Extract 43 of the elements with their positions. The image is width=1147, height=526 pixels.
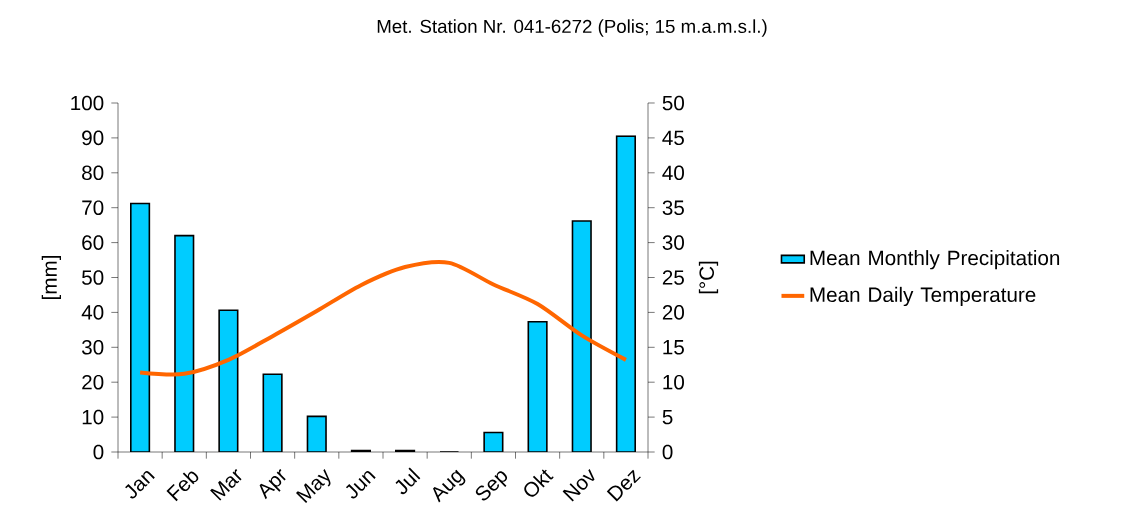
- x-tick-label: Apr: [259, 469, 286, 500]
- x-tick-label: Aug: [433, 469, 466, 503]
- y2-tick-label: 0: [662, 444, 673, 460]
- y2-tick-label: 25: [662, 270, 684, 285]
- x-tick-label: Jan: [125, 470, 155, 499]
- y2-tick-label: 20: [662, 305, 684, 320]
- y-tick-label: 90: [82, 130, 104, 146]
- y2-tick-label: 35: [662, 200, 684, 216]
- y2-tick-label: 40: [662, 165, 684, 181]
- y-tick-label: 100: [71, 95, 104, 111]
- line-series: [138, 260, 628, 377]
- y2-tick-label: 45: [662, 130, 684, 146]
- x-tick-label: Mar: [210, 469, 242, 501]
- chart-title: Met. Station Nr. 041-6272 (Polis; 15 m.a.m.s.l.): [377, 19, 767, 37]
- y-tick-label: 70: [82, 200, 104, 216]
- y-tick-label: 30: [81, 339, 104, 355]
- x-tick-label: May: [295, 468, 331, 504]
- y-tick-label: 20: [82, 374, 104, 390]
- x-tick-label: Jun: [345, 470, 376, 499]
- x-tick-label: Okt: [524, 469, 554, 497]
- y2-tick-label: 50: [662, 95, 684, 111]
- y2-tick-label: 5: [662, 409, 673, 425]
- y-axis-title: [mm]: [41, 256, 61, 299]
- y2-tick-label: 15: [663, 340, 684, 355]
- y2-axis-title: [°C]: [698, 261, 719, 294]
- y-tick-label: 50: [82, 270, 104, 285]
- y-tick-label: 60: [82, 235, 104, 250]
- y2-tick-label: 10: [663, 374, 684, 390]
- y-tick-label: 40: [81, 305, 104, 320]
- y-tick-label: 0: [93, 444, 104, 460]
- legend-label: Mean Monthly Precipitation: [810, 250, 1060, 270]
- x-tick-label: Feb: [166, 471, 199, 502]
- y2-tick-label: 30: [662, 235, 684, 250]
- y-tick-label: 10: [82, 409, 104, 425]
- x-tick-label: Sep: [475, 471, 508, 501]
- legend-label: Mean Daily Temperature: [810, 286, 1036, 307]
- bar: [615, 135, 636, 452]
- bar: [527, 321, 548, 452]
- x-tick-label: Jul: [395, 467, 421, 495]
- y-tick-label: 80: [82, 165, 104, 181]
- x-tick-label: Dez: [606, 469, 641, 502]
- bar: [130, 202, 151, 452]
- x-tick-label: Nov: [562, 468, 595, 502]
